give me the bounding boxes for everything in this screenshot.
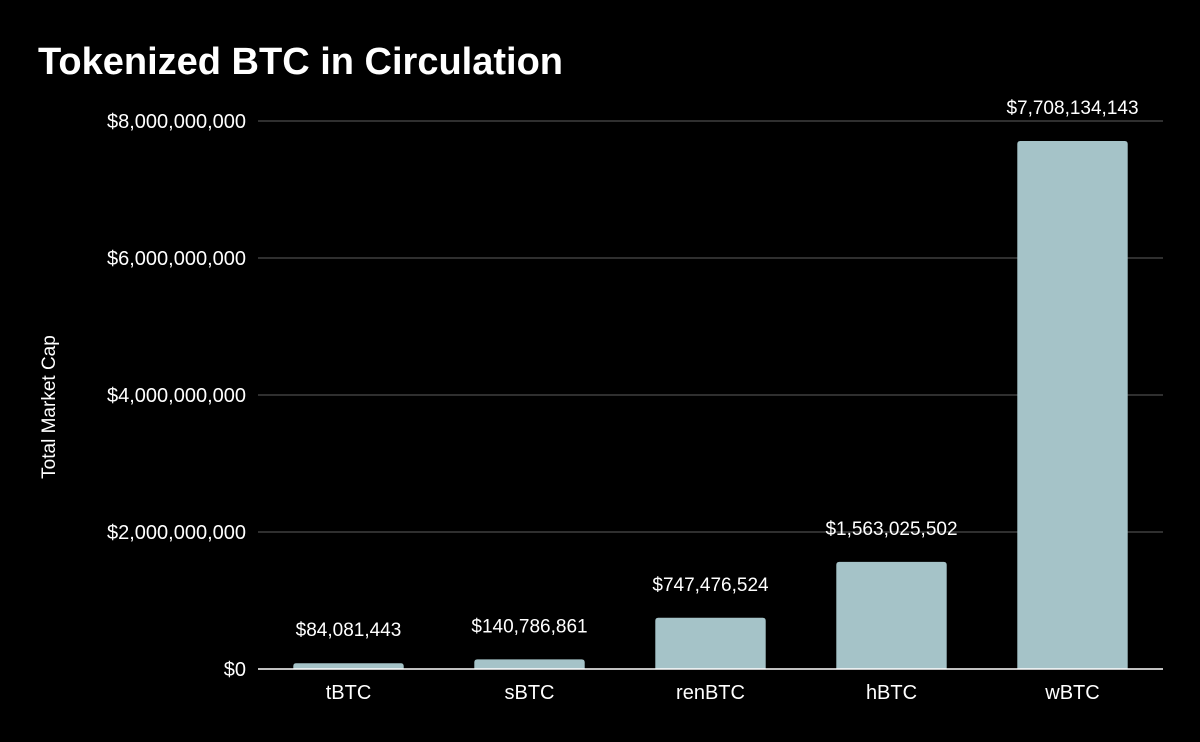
x-tick-label: renBTC: [676, 682, 745, 704]
bars: [293, 140, 1128, 670]
y-tick-label: $8,000,000,000: [107, 111, 246, 133]
data-label-sbtc: $140,786,861: [471, 616, 587, 637]
data-label-wbtc: $7,708,134,143: [1006, 98, 1138, 119]
y-axis-label: Total Market Cap: [39, 335, 60, 479]
data-label-renbtc: $747,476,524: [652, 575, 769, 596]
x-tick-label: sBTC: [505, 682, 555, 704]
data-label-tbtc: $84,081,443: [296, 620, 402, 641]
bar-hbtc: [836, 561, 947, 669]
y-tick-label: $4,000,000,000: [107, 385, 246, 407]
bar-sbtc: [474, 659, 585, 669]
x-tick-label: hBTC: [866, 682, 917, 704]
y-tick-label: $0: [224, 659, 246, 681]
y-tick-label: $6,000,000,000: [107, 248, 246, 270]
data-label-hbtc: $1,563,025,502: [825, 519, 957, 540]
data-labels: $84,081,443 $140,786,861 $747,476,524 $1,56…: [296, 98, 1139, 641]
gridlines: [258, 120, 1163, 533]
y-tick-labels: $0 $2,000,000,000 $4,000,000,000 $6,000,000…: [107, 111, 246, 681]
x-tick-label: tBTC: [326, 682, 372, 704]
y-tick-label: $2,000,000,000: [107, 522, 246, 544]
x-tick-labels: tBTC sBTC renBTC hBTC wBTC: [326, 682, 1100, 704]
x-tick-label: wBTC: [1044, 682, 1099, 704]
bar-renbtc: [655, 617, 766, 669]
bar-wbtc: [1017, 140, 1128, 670]
chart-title: Tokenized BTC in Circulation: [38, 41, 563, 83]
bar-tbtc: [293, 663, 404, 669]
